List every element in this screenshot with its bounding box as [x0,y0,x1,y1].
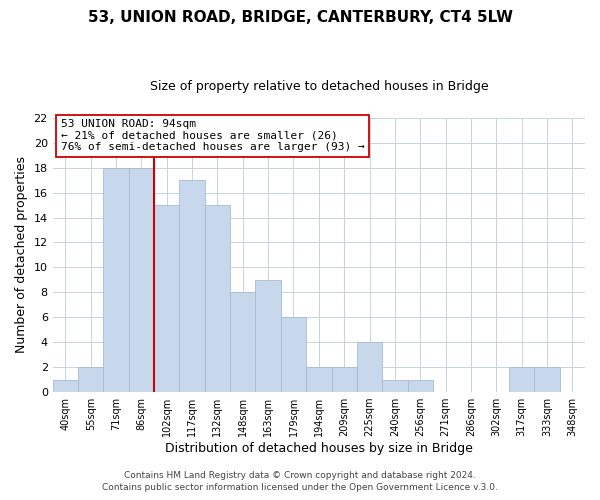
Bar [129,168,154,392]
Bar [103,168,129,392]
Bar [256,280,281,392]
Text: Contains HM Land Registry data © Crown copyright and database right 2024.
Contai: Contains HM Land Registry data © Crown c… [102,471,498,492]
Text: 53, UNION ROAD, BRIDGE, CANTERBURY, CT4 5LW: 53, UNION ROAD, BRIDGE, CANTERBURY, CT4 … [88,10,512,25]
Bar [407,380,433,392]
Bar [230,292,256,392]
Bar [78,367,103,392]
Title: Size of property relative to detached houses in Bridge: Size of property relative to detached ho… [149,80,488,93]
Bar [205,205,230,392]
Bar [332,367,357,392]
Bar [154,205,179,392]
Text: 53 UNION ROAD: 94sqm
← 21% of detached houses are smaller (26)
76% of semi-detac: 53 UNION ROAD: 94sqm ← 21% of detached h… [61,119,364,152]
Bar [382,380,407,392]
Bar [53,380,78,392]
Bar [357,342,382,392]
Bar [535,367,560,392]
X-axis label: Distribution of detached houses by size in Bridge: Distribution of detached houses by size … [165,442,473,455]
Bar [509,367,535,392]
Y-axis label: Number of detached properties: Number of detached properties [15,156,28,354]
Bar [306,367,332,392]
Bar [179,180,205,392]
Bar [281,318,306,392]
